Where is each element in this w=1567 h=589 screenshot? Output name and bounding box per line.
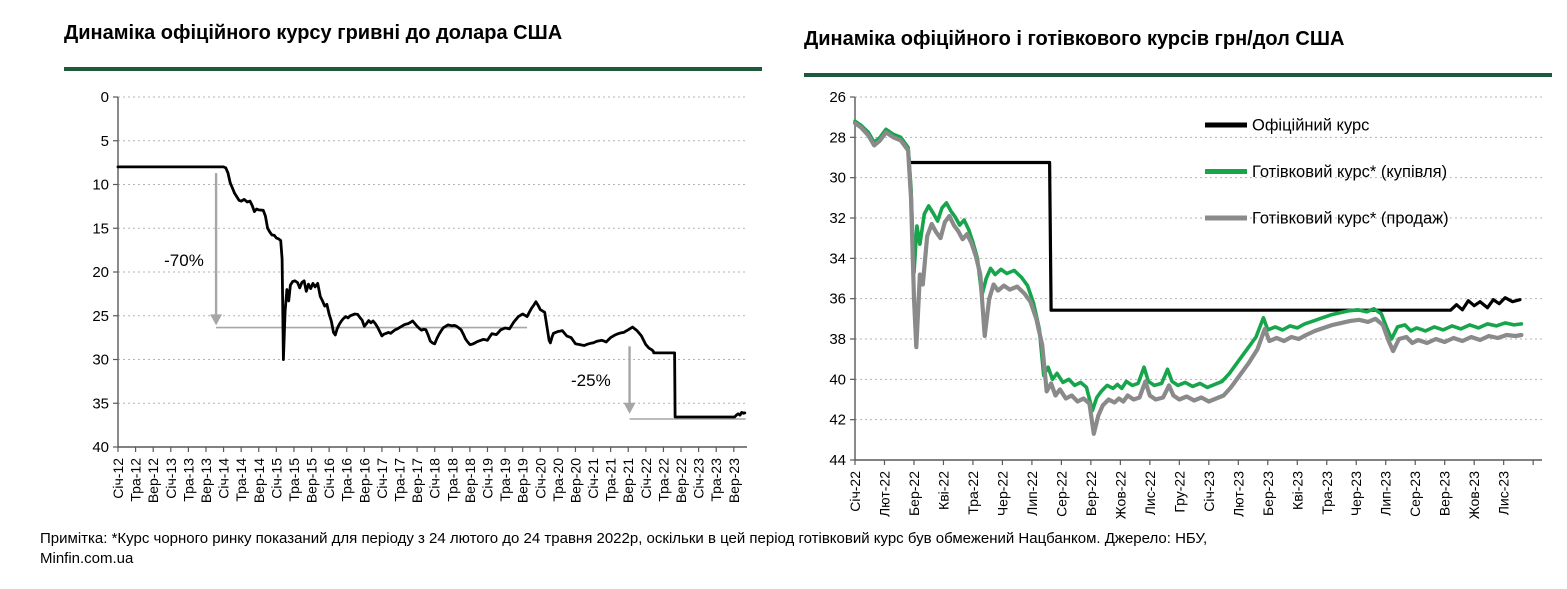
x-tick-label: Тра-22 [965,471,981,515]
x-tick-label: Тра-16 [339,458,355,502]
x-tick-label: Вер-14 [251,458,267,503]
x-tick-label: Січ-23 [1201,471,1217,512]
x-tick-label: Тра-20 [550,458,566,502]
x-tick-label: Січ-15 [268,458,284,499]
x-tick-label: Вер-22 [1083,471,1099,516]
x-tick-label: Кві-23 [1289,471,1305,510]
left-title-underline [64,67,762,71]
x-tick-label: Лют-22 [876,471,892,517]
x-tick-label: Тра-18 [444,458,460,502]
right-chart: 26 28 30 32 34 36 38 40 42 44 Січ-22 Лют-22 Бер-22 Кв… [800,88,1564,551]
y-tick-label: 35 [92,395,109,412]
x-tick-label: Січ-21 [585,458,601,499]
x-tick-label: Січ-14 [216,458,232,499]
y-tick-label: 10 [92,177,109,194]
x-tick-label: Січ-22 [847,471,863,512]
y-tick-label: 44 [829,452,846,469]
annotation-label: -70% [164,251,204,270]
y-tick-label: 30 [829,170,846,187]
x-tick-label: Бер-23 [1260,471,1276,516]
x-tick-label: Вер-16 [356,458,372,503]
x-tick-label: Вер-15 [304,458,320,503]
y-tick-label: 32 [829,210,846,227]
x-tick-label: Вер-17 [409,458,425,503]
x-tick-label: Лис-23 [1496,471,1512,515]
x-tick-label: Сер-23 [1407,471,1423,517]
x-tick-label: Вер-13 [198,458,214,503]
x-tick-label: Тра-17 [392,458,408,502]
x-tick-label: Січ-19 [479,458,495,499]
annotation-label: -25% [571,371,611,390]
right-title-underline [804,73,1552,77]
x-tick-label: Лип-23 [1378,471,1394,516]
legend-label-cash-buy: Готівковий курс* (купівля) [1252,163,1447,181]
x-tick-label: Вер-18 [462,458,478,503]
y-tick-label: 38 [829,331,846,348]
x-tick-label: Тра-19 [497,458,513,502]
annotation-arrowhead [210,314,223,326]
x-tick-label: Тра-15 [286,458,302,502]
x-tick-label: Вер-22 [673,458,689,503]
x-tick-label: Жов-22 [1112,471,1128,519]
y-tick-label: 30 [92,352,109,369]
x-tick-label: Кві-22 [935,471,951,510]
x-tick-label: Лип-22 [1024,471,1040,516]
x-tick-label: Бер-22 [906,471,922,516]
x-tick-label: Вер-23 [726,458,742,503]
x-tick-label: Лют-23 [1230,471,1246,517]
y-tick-label: 42 [829,412,846,429]
y-tick-label: 28 [829,129,846,146]
y-tick-label: 0 [101,89,109,106]
x-tick-label: Січ-20 [532,458,548,499]
left-chart-title: Динаміка офіційного курсу гривні до дола… [64,22,563,44]
y-tick-label: 5 [101,133,109,150]
x-tick-label: Тра-22 [655,458,671,502]
y-tick-label: 25 [92,308,109,325]
footnote-line1: Примітка: *Курс чорного ринку показаний … [40,530,1208,547]
legend-label-official-rate: Офіційний курс [1252,117,1369,135]
x-tick-label: Сер-22 [1053,471,1069,517]
x-tick-label: Січ-23 [691,458,707,499]
cash-sell-line [852,121,1524,436]
y-tick-label: 40 [829,371,846,388]
x-tick-label: Січ-13 [163,458,179,499]
x-tick-label: Тра-23 [1319,471,1335,515]
x-tick-label: Чер-22 [994,471,1010,516]
x-tick-label: Вер-19 [515,458,531,503]
x-tick-label: Лис-22 [1142,471,1158,515]
y-tick-label: 36 [829,291,846,308]
x-tick-label: Вер-23 [1437,471,1453,516]
x-tick-label: Тра-12 [128,458,144,502]
legend-label-cash-sell: Готівковий курс* (продаж) [1252,210,1449,228]
annotation-arrowhead [623,402,636,414]
x-tick-label: Вер-21 [620,458,636,503]
y-tick-label: 40 [92,439,109,456]
x-tick-label: Вер-12 [145,458,161,503]
footnote-line2: Minfin.com.ua [40,550,134,567]
x-tick-label: Тра-14 [233,458,249,502]
x-tick-label: Чер-23 [1348,471,1364,516]
left-chart: 0 5 10 15 20 25 30 35 40 Січ-12 Тра-12 Вер-12 Січ-13… [80,88,780,545]
x-tick-label: Гру-22 [1171,471,1187,513]
y-tick-label: 26 [829,89,846,106]
x-tick-label: Жов-23 [1466,471,1482,519]
right-chart-title: Динаміка офіційного і готівкового курсів… [804,28,1345,50]
y-tick-label: 20 [92,264,109,281]
cash-buy-line [853,119,1524,413]
x-tick-label: Січ-16 [321,458,337,499]
x-tick-label: Січ-17 [374,458,390,499]
footnote: Примітка: *Курс чорного ринку показаний … [40,529,1540,569]
y-tick-label: 15 [92,220,109,237]
x-tick-label: Тра-21 [603,458,619,502]
x-tick-label: Тра-13 [180,458,196,502]
official-rate-line [116,165,747,419]
x-tick-label: Січ-22 [638,458,654,499]
x-tick-label: Вер-20 [567,458,583,503]
x-tick-label: Січ-12 [110,458,126,499]
x-tick-label: Січ-18 [427,458,443,499]
y-tick-label: 34 [829,250,846,267]
x-tick-label: Тра-23 [708,458,724,502]
